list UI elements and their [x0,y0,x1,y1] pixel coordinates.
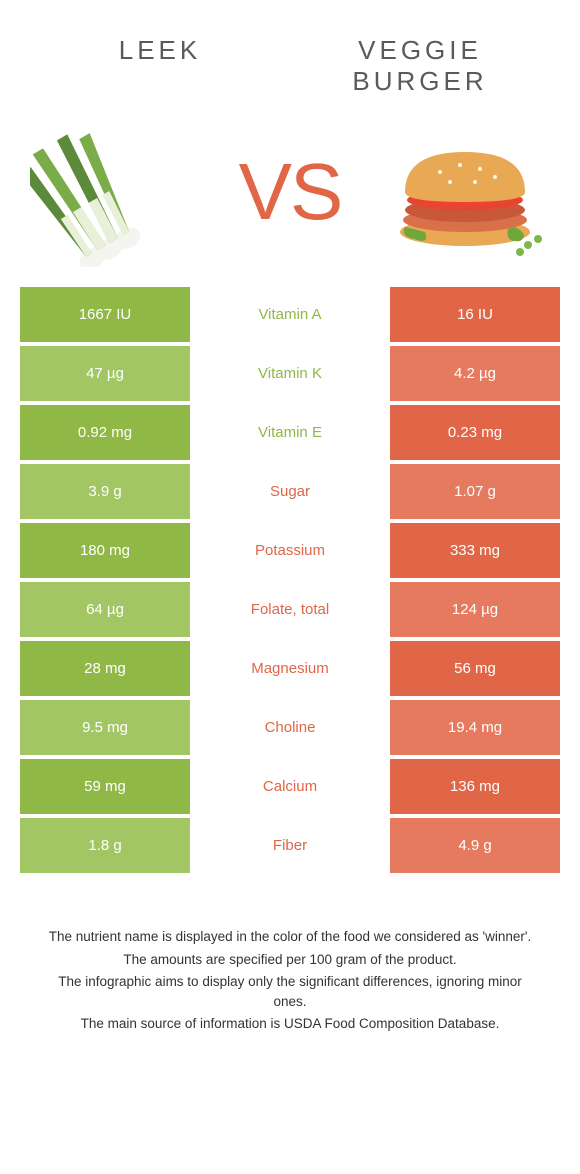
left-value: 1667 IU [20,287,190,342]
right-value: 16 IU [390,287,560,342]
nutrient-label: Sugar [190,464,390,519]
nutrient-label: Vitamin A [190,287,390,342]
table-row: 28 mgMagnesium56 mg [20,641,560,696]
right-value: 1.07 g [390,464,560,519]
left-value: 1.8 g [20,818,190,873]
burger-image [380,117,550,267]
images-row: VS [0,107,580,287]
nutrient-label: Magnesium [190,641,390,696]
nutrient-label: Vitamin K [190,346,390,401]
table-row: 9.5 mgCholine19.4 mg [20,700,560,755]
right-value: 124 µg [390,582,560,637]
footer-line: The infographic aims to display only the… [40,972,540,1013]
vs-label: VS [239,146,342,238]
nutrient-label: Vitamin E [190,405,390,460]
table-row: 64 µgFolate, total124 µg [20,582,560,637]
right-value: 56 mg [390,641,560,696]
right-value: 4.2 µg [390,346,560,401]
left-value: 180 mg [20,523,190,578]
header: Leek Veggie burger [0,0,580,107]
right-value: 333 mg [390,523,560,578]
left-value: 28 mg [20,641,190,696]
table-row: 47 µgVitamin K4.2 µg [20,346,560,401]
nutrient-label: Calcium [190,759,390,814]
table-row: 3.9 gSugar1.07 g [20,464,560,519]
left-value: 64 µg [20,582,190,637]
left-value: 59 mg [20,759,190,814]
right-value: 4.9 g [390,818,560,873]
table-row: 1.8 gFiber4.9 g [20,818,560,873]
title-right: Veggie burger [320,35,520,97]
right-value: 136 mg [390,759,560,814]
right-value: 19.4 mg [390,700,560,755]
leek-image [30,117,200,267]
left-value: 9.5 mg [20,700,190,755]
footer: The nutrient name is displayed in the co… [0,877,580,1034]
table-row: 180 mgPotassium333 mg [20,523,560,578]
left-value: 47 µg [20,346,190,401]
nutrient-label: Choline [190,700,390,755]
left-value: 0.92 mg [20,405,190,460]
table-row: 59 mgCalcium136 mg [20,759,560,814]
footer-line: The nutrient name is displayed in the co… [40,927,540,947]
footer-line: The amounts are specified per 100 gram o… [40,950,540,970]
right-value: 0.23 mg [390,405,560,460]
table-row: 0.92 mgVitamin E0.23 mg [20,405,560,460]
nutrient-label: Potassium [190,523,390,578]
nutrient-label: Fiber [190,818,390,873]
title-left: Leek [60,35,260,97]
nutrient-label: Folate, total [190,582,390,637]
table-row: 1667 IUVitamin A16 IU [20,287,560,342]
nutrient-table: 1667 IUVitamin A16 IU47 µgVitamin K4.2 µ… [0,287,580,873]
footer-line: The main source of information is USDA F… [40,1014,540,1034]
left-value: 3.9 g [20,464,190,519]
